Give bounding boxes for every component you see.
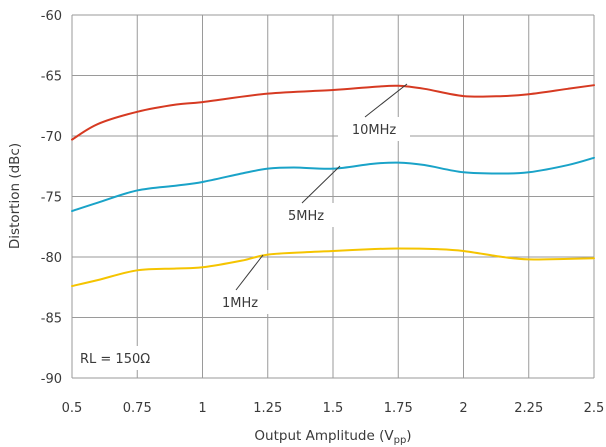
series-line-1mhz xyxy=(71,247,595,288)
annotations: 10MHz 5MHz 1MHz RL = 150Ω xyxy=(76,83,410,370)
annotation-bg xyxy=(275,203,337,227)
x-axis-label: Output Amplitude (Vpp) xyxy=(254,428,411,446)
series-line-10mhz xyxy=(71,84,595,141)
y-tick-label: -70 xyxy=(41,130,62,145)
x-tick-label: 1.5 xyxy=(323,401,344,416)
annotation-label-1mhz: 1MHz xyxy=(222,296,258,311)
annotation-bg xyxy=(209,290,271,314)
tick-labels: 0.5 0.75 1 1.25 1.5 1.75 2 2.25 2.5 -60 -65 -70 -75 -… xyxy=(41,9,605,416)
x-axis-label-subscript: pp xyxy=(394,435,407,446)
y-tick-label: -90 xyxy=(41,372,62,387)
series-lines xyxy=(71,84,595,288)
load-resistance-label: RL = 150Ω xyxy=(80,352,150,367)
y-tick-label: -65 xyxy=(41,70,62,85)
grid-lines xyxy=(71,14,595,379)
x-axis-label-end: ) xyxy=(406,428,411,444)
y-tick-label: -85 xyxy=(41,312,62,327)
x-tick-label: 2.25 xyxy=(514,401,543,416)
annotation-leader xyxy=(364,83,408,118)
x-tick-label: 1 xyxy=(198,401,206,416)
y-tick-label: -80 xyxy=(41,251,62,266)
x-tick-label: 0.5 xyxy=(62,401,83,416)
y-tick-label: -60 xyxy=(41,9,62,24)
x-tick-label: 1.75 xyxy=(384,401,413,416)
annotation-label-5mhz: 5MHz xyxy=(288,209,324,224)
x-tick-label: 0.75 xyxy=(123,401,152,416)
x-tick-label: 2 xyxy=(459,401,467,416)
x-tick-label: 1.25 xyxy=(253,401,282,416)
annotation-bg xyxy=(338,117,410,141)
y-tick-label: -75 xyxy=(41,191,62,206)
annotation-label-10mhz: 10MHz xyxy=(352,123,397,138)
series-line-5mhz xyxy=(71,156,595,213)
rl-label-bg xyxy=(76,346,168,370)
annotation-leader xyxy=(301,165,341,204)
annotation-leader xyxy=(235,254,264,291)
x-tick-label: 2.5 xyxy=(584,401,605,416)
y-axis-label: Distortion (dBc) xyxy=(7,143,23,249)
